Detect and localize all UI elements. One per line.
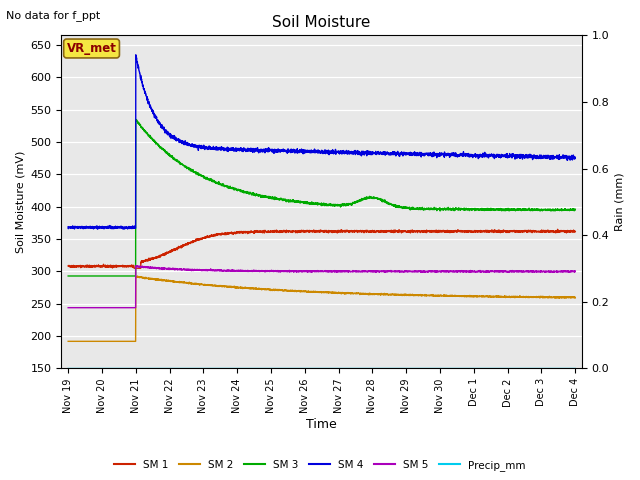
X-axis label: Time: Time bbox=[307, 419, 337, 432]
Y-axis label: Soil Moisture (mV): Soil Moisture (mV) bbox=[15, 151, 25, 253]
SM 1 bbox=[572, 228, 579, 234]
Y-axis label: Rain (mm): Rain (mm) bbox=[615, 173, 625, 231]
SM 3 bbox=[65, 273, 72, 279]
Text: No data for f_ppt: No data for f_ppt bbox=[6, 10, 100, 21]
SM 4 bbox=[281, 147, 289, 153]
SM 1 bbox=[507, 228, 515, 234]
SM 5 bbox=[259, 268, 267, 274]
SM 4 bbox=[562, 154, 570, 159]
SM 4 bbox=[259, 148, 267, 154]
SM 1 bbox=[562, 228, 570, 234]
SM 3 bbox=[507, 206, 515, 212]
SM 5 bbox=[132, 263, 140, 269]
SM 5 bbox=[122, 305, 130, 311]
SM 3 bbox=[561, 206, 569, 212]
SM 2 bbox=[259, 286, 267, 292]
SM 4 bbox=[507, 152, 515, 158]
SM 2 bbox=[134, 273, 141, 279]
Precip_mm bbox=[572, 366, 579, 372]
Legend: SM 1, SM 2, SM 3, SM 4, SM 5, Precip_mm: SM 1, SM 2, SM 3, SM 4, SM 5, Precip_mm bbox=[110, 456, 530, 475]
SM 5 bbox=[281, 268, 289, 274]
SM 2 bbox=[281, 288, 289, 294]
Precip_mm bbox=[152, 366, 160, 372]
SM 1 bbox=[65, 263, 72, 269]
SM 2 bbox=[65, 338, 72, 344]
SM 4 bbox=[65, 224, 72, 229]
SM 1 bbox=[122, 263, 130, 269]
Precip_mm bbox=[122, 366, 130, 372]
SM 5 bbox=[507, 268, 515, 274]
Line: SM 4: SM 4 bbox=[68, 55, 575, 229]
Title: Soil Moisture: Soil Moisture bbox=[273, 15, 371, 30]
Line: SM 1: SM 1 bbox=[68, 229, 575, 268]
Precip_mm bbox=[281, 366, 289, 372]
SM 3 bbox=[259, 193, 267, 199]
SM 1 bbox=[281, 228, 289, 234]
SM 3 bbox=[132, 117, 140, 122]
SM 3 bbox=[122, 273, 130, 279]
SM 2 bbox=[572, 295, 579, 300]
Precip_mm bbox=[561, 366, 569, 372]
SM 3 bbox=[572, 206, 579, 212]
SM 1 bbox=[131, 265, 138, 271]
SM 4 bbox=[120, 226, 127, 232]
Line: SM 3: SM 3 bbox=[68, 120, 575, 276]
SM 4 bbox=[152, 115, 160, 120]
SM 2 bbox=[122, 338, 130, 344]
Precip_mm bbox=[65, 366, 72, 372]
SM 5 bbox=[561, 269, 569, 275]
Precip_mm bbox=[259, 366, 266, 372]
SM 4 bbox=[132, 52, 140, 58]
SM 4 bbox=[122, 224, 130, 230]
SM 1 bbox=[259, 230, 267, 236]
SM 2 bbox=[152, 277, 160, 283]
SM 5 bbox=[152, 265, 160, 271]
Line: SM 2: SM 2 bbox=[68, 276, 575, 341]
Text: VR_met: VR_met bbox=[67, 42, 116, 55]
Line: SM 5: SM 5 bbox=[68, 266, 575, 308]
SM 2 bbox=[561, 294, 569, 300]
SM 1 bbox=[554, 227, 561, 232]
SM 3 bbox=[152, 140, 160, 146]
SM 1 bbox=[152, 254, 160, 260]
SM 3 bbox=[281, 196, 289, 202]
SM 5 bbox=[572, 268, 579, 274]
SM 5 bbox=[65, 305, 72, 311]
SM 2 bbox=[507, 294, 515, 300]
Precip_mm bbox=[507, 366, 515, 372]
SM 4 bbox=[572, 156, 579, 161]
